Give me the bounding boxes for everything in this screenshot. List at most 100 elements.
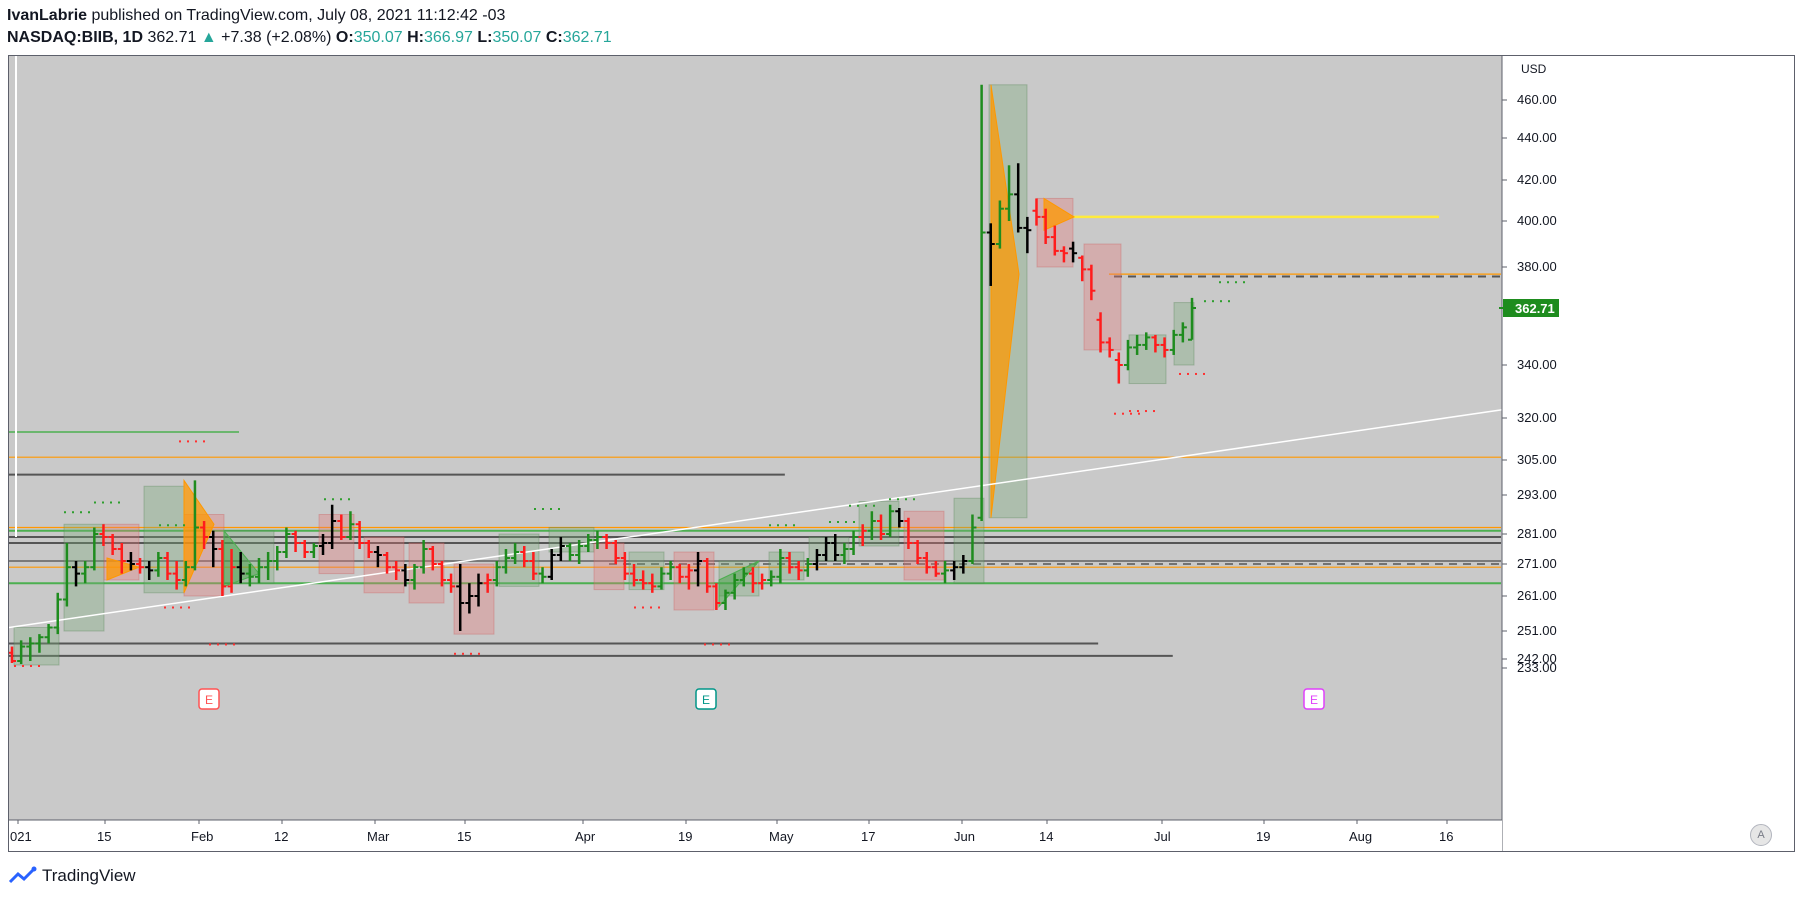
ohlc-bar[interactable] xyxy=(300,540,309,558)
ohlc-bar[interactable] xyxy=(986,223,995,286)
ohlc-bar[interactable] xyxy=(346,511,355,540)
pattern-triangle-large[interactable] xyxy=(990,84,1020,518)
ohlc-bar[interactable] xyxy=(1105,337,1114,358)
ohlc-bar[interactable] xyxy=(410,564,419,590)
ohlc-bar[interactable] xyxy=(1151,334,1160,353)
price-chart[interactable]: E E E 460.00 440.00 420.00 400.00 380.00 340.00… xyxy=(9,56,1794,851)
ohlc-bar[interactable] xyxy=(291,530,300,552)
ohlc-bar[interactable] xyxy=(739,567,748,587)
publisher-name[interactable]: IvanLabrie xyxy=(7,7,88,24)
ohlc-bar[interactable] xyxy=(254,558,263,584)
ohlc-bar[interactable] xyxy=(117,543,126,574)
symbol-interval[interactable]: NASDAQ:BIIB, 1D xyxy=(7,29,144,46)
ohlc-bar[interactable] xyxy=(282,527,291,559)
pattern-triangle-green-2[interactable] xyxy=(718,560,760,608)
range-box-red[interactable] xyxy=(593,542,625,591)
ohlc-bar[interactable] xyxy=(1078,255,1087,282)
ohlc-bar[interactable] xyxy=(876,514,885,541)
ohlc-bar[interactable] xyxy=(1014,163,1023,233)
ohlc-bar[interactable] xyxy=(767,570,776,587)
ohlc-bar[interactable] xyxy=(136,558,145,574)
ohlc-bar[interactable] xyxy=(575,540,584,564)
ohlc-bar[interactable] xyxy=(684,564,693,590)
ohlc-bar[interactable] xyxy=(1059,246,1068,263)
ohlc-bar[interactable] xyxy=(1096,312,1105,353)
earnings-marker[interactable]: E xyxy=(198,688,220,710)
ohlc-bar[interactable] xyxy=(108,534,117,555)
ohlc-bar[interactable] xyxy=(529,552,538,580)
ohlc-bar[interactable] xyxy=(172,561,181,590)
ohlc-bar[interactable] xyxy=(364,540,373,558)
ohlc-bar[interactable] xyxy=(245,564,254,587)
ohlc-bar[interactable] xyxy=(90,527,99,571)
ohlc-bar[interactable] xyxy=(703,558,712,593)
ohlc-bar[interactable] xyxy=(1169,329,1178,355)
ohlc-bar[interactable] xyxy=(62,543,71,607)
ohlc-bar[interactable] xyxy=(794,561,803,580)
price-axis-bg[interactable] xyxy=(1502,56,1794,851)
plot-area[interactable] xyxy=(9,56,1729,820)
ohlc-bar[interactable] xyxy=(721,589,730,610)
ohlc-bar[interactable] xyxy=(538,567,547,584)
range-box-red[interactable] xyxy=(363,536,405,594)
ohlc-bar[interactable] xyxy=(904,517,913,549)
ohlc-bar[interactable] xyxy=(840,543,849,564)
ohlc-bar[interactable] xyxy=(968,514,977,565)
ohlc-bar[interactable] xyxy=(145,561,154,580)
trend-line[interactable] xyxy=(9,407,1510,629)
range-box-red[interactable] xyxy=(318,514,355,575)
ohlc-bar[interactable] xyxy=(666,561,675,580)
ohlc-bar[interactable] xyxy=(1005,165,1014,221)
ohlc-bar[interactable] xyxy=(236,552,245,584)
ohlc-bar[interactable] xyxy=(126,552,135,571)
earnings-marker[interactable]: E xyxy=(695,688,717,710)
ohlc-bar[interactable] xyxy=(190,480,199,571)
ohlc-bar[interactable] xyxy=(492,561,501,587)
ohlc-bar[interactable] xyxy=(163,552,172,580)
ohlc-bar[interactable] xyxy=(1160,337,1169,358)
ohlc-bar[interactable] xyxy=(547,549,556,580)
ohlc-bar[interactable] xyxy=(154,552,163,577)
ohlc-bar[interactable] xyxy=(437,561,446,587)
ohlc-bar[interactable] xyxy=(1114,352,1123,384)
ohlc-bar[interactable] xyxy=(1178,322,1187,343)
ohlc-bar[interactable] xyxy=(1133,334,1142,355)
ohlc-bar[interactable] xyxy=(456,564,465,631)
range-box-green[interactable] xyxy=(953,497,985,584)
ohlc-bar[interactable] xyxy=(611,540,620,564)
ohlc-bar[interactable] xyxy=(602,534,611,549)
ohlc-bar[interactable] xyxy=(822,537,831,561)
ohlc-bar[interactable] xyxy=(556,537,565,561)
ohlc-bar[interactable] xyxy=(428,546,437,571)
ohlc-bar[interactable] xyxy=(913,540,922,564)
ohlc-bar[interactable] xyxy=(373,546,382,568)
pattern-triangle-feb[interactable] xyxy=(183,478,215,594)
ohlc-bar[interactable] xyxy=(694,552,703,587)
ohlc-bar[interactable] xyxy=(99,524,108,546)
ohlc-bar[interactable] xyxy=(200,521,209,549)
ohlc-bar[interactable] xyxy=(44,624,53,644)
ohlc-bar[interactable] xyxy=(1123,339,1132,371)
ohlc-bar[interactable] xyxy=(931,561,940,577)
ohlc-bar[interactable] xyxy=(849,530,858,555)
ohlc-bar[interactable] xyxy=(1188,297,1196,341)
ohlc-bar[interactable] xyxy=(26,637,35,661)
ohlc-bar[interactable] xyxy=(17,640,26,664)
ohlc-bar[interactable] xyxy=(181,561,190,587)
time-axis-bg[interactable] xyxy=(9,820,1502,851)
ohlc-bar[interactable] xyxy=(785,552,794,574)
ohlc-bar[interactable] xyxy=(328,504,337,549)
ohlc-bar[interactable] xyxy=(630,564,639,587)
ohlc-bar[interactable] xyxy=(886,504,895,537)
ohlc-bar[interactable] xyxy=(803,558,812,577)
ohlc-bar[interactable] xyxy=(383,552,392,574)
ohlc-bar[interactable] xyxy=(1142,332,1151,350)
ohlc-bar[interactable] xyxy=(712,583,721,610)
ohlc-bar[interactable] xyxy=(584,534,593,552)
ohlc-bar[interactable] xyxy=(419,540,428,574)
ohlc-bar[interactable] xyxy=(309,543,318,558)
ohlc-bar[interactable] xyxy=(264,552,273,580)
ohlc-bar[interactable] xyxy=(401,564,410,587)
ohlc-bar[interactable] xyxy=(53,592,62,635)
pattern-triangle-top[interactable] xyxy=(1043,197,1076,231)
